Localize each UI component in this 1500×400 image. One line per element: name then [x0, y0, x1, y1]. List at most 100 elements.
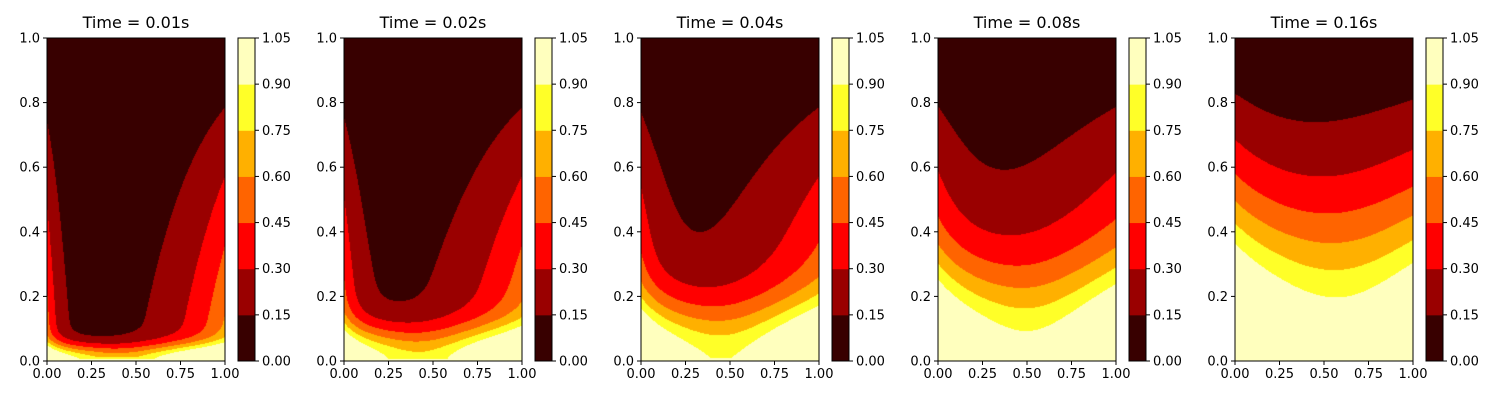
- x-tick-label: 0.00: [924, 367, 953, 382]
- x-tick-label: 0.25: [374, 367, 403, 382]
- y-tick-label: 0.6: [316, 161, 337, 176]
- colorbar-tick-label: 0.60: [559, 170, 588, 185]
- y-tick-label: 0.2: [1207, 290, 1228, 305]
- y-tick-label: 1.0: [1207, 32, 1228, 47]
- x-tick-label: 1.00: [508, 367, 537, 382]
- x-tick-label: 1.00: [1102, 367, 1131, 382]
- y-tick-label: 0.6: [613, 161, 634, 176]
- y-tick-label: 0.4: [1207, 225, 1228, 240]
- y-tick-label: 0.6: [910, 161, 931, 176]
- colorbar-frame: [237, 37, 256, 362]
- y-tick-label: 0.2: [19, 290, 40, 305]
- x-tick-label: 0.75: [1057, 367, 1086, 382]
- y-tick-label: 0.8: [19, 96, 40, 111]
- colorbar-band: [535, 314, 552, 362]
- colorbar-band: [238, 314, 255, 362]
- colorbar-band: [1426, 222, 1443, 270]
- y-tick-label: 0.8: [613, 96, 634, 111]
- y-tick-label: 0.2: [910, 290, 931, 305]
- y-tick-label: 0.0: [19, 355, 40, 370]
- colorbar-tick-label: 0.60: [1450, 170, 1479, 185]
- colorbar-band: [832, 222, 849, 270]
- contour-fill: [344, 38, 522, 361]
- colorbar-band: [1129, 84, 1146, 131]
- colorbar-tick-label: 1.05: [1153, 32, 1182, 47]
- x-tick-label: 0.25: [77, 367, 106, 382]
- x-tick-label: 0.00: [627, 367, 656, 382]
- colorbar-tick-label: 0.30: [1450, 262, 1479, 277]
- y-tick-label: 0.2: [613, 290, 634, 305]
- colorbar-band: [1426, 176, 1443, 224]
- x-tick-label: 0.50: [122, 367, 151, 382]
- colorbar-band: [535, 130, 552, 177]
- colorbar-band: [1129, 222, 1146, 270]
- colorbar-tick-label: 1.05: [262, 32, 291, 47]
- contour-fill: [1235, 38, 1413, 361]
- x-tick-label: 0.25: [1265, 367, 1294, 382]
- colorbar-band: [1426, 130, 1443, 177]
- colorbar-tick-label: 0.90: [1153, 78, 1182, 93]
- x-tick-label: 0.75: [166, 367, 195, 382]
- contour-fill: [47, 38, 225, 361]
- x-tick-label: 0.00: [33, 367, 62, 382]
- colorbar-tick-label: 0.45: [1153, 216, 1182, 231]
- colorbar-band: [238, 176, 255, 224]
- x-tick-label: 0.75: [463, 367, 492, 382]
- subplot-4: Time = 0.08s 0.00 0.25 0.50 0.75 1.00 0.0 0.2 0.…: [910, 13, 1182, 382]
- colorbar-band: [238, 84, 255, 131]
- colorbar-tick-label: 1.05: [1450, 32, 1479, 47]
- y-tick-label: 0.4: [910, 225, 931, 240]
- colorbar-frame: [1128, 37, 1147, 362]
- y-tick-label: 1.0: [910, 32, 931, 47]
- y-tick-label: 1.0: [19, 32, 40, 47]
- colorbar-band: [832, 130, 849, 177]
- colorbar-tick-label: 0.30: [559, 262, 588, 277]
- colorbar-frame: [831, 37, 850, 362]
- colorbar-frame: [1425, 37, 1444, 362]
- colorbar: 0.00 0.15 0.30 0.45 0.60 0.75 0.90 1.05: [237, 32, 291, 370]
- colorbar-tick-label: 0.75: [856, 124, 885, 139]
- colorbar-band: [832, 38, 849, 85]
- colorbar-band: [1129, 314, 1146, 362]
- colorbar: 0.00 0.15 0.30 0.45 0.60 0.75 0.90 1.05: [534, 32, 588, 370]
- colorbar-band: [1426, 314, 1443, 362]
- colorbar-tick-label: 1.05: [559, 32, 588, 47]
- y-tick-label: 0.8: [316, 96, 337, 111]
- subplot-title: Time = 0.01s: [82, 13, 190, 32]
- y-tick-label: 0.0: [1207, 355, 1228, 370]
- colorbar-band: [1129, 268, 1146, 316]
- y-tick-label: 0.0: [316, 355, 337, 370]
- colorbar-tick-label: 0.90: [262, 78, 291, 93]
- colorbar-tick-label: 0.60: [856, 170, 885, 185]
- y-tick-label: 0.0: [613, 355, 634, 370]
- subplot-title: Time = 0.04s: [676, 13, 784, 32]
- subplot-title: Time = 0.08s: [973, 13, 1081, 32]
- colorbar-tick-label: 0.90: [856, 78, 885, 93]
- subplot-3: Time = 0.04s 0.00 0.25 0.50 0.75 1.00 0.0 0.2 0.…: [613, 13, 885, 382]
- colorbar-tick-label: 0.75: [559, 124, 588, 139]
- colorbar-tick-label: 0.75: [1450, 124, 1479, 139]
- colorbar-band: [238, 268, 255, 316]
- colorbar-frame: [534, 37, 553, 362]
- colorbar-band: [238, 38, 255, 85]
- y-tick-label: 0.4: [613, 225, 634, 240]
- colorbar-band: [1426, 268, 1443, 316]
- x-tick-label: 0.75: [760, 367, 789, 382]
- x-tick-label: 0.00: [1221, 367, 1250, 382]
- colorbar-tick-label: 0.30: [262, 262, 291, 277]
- colorbar: 0.00 0.15 0.30 0.45 0.60 0.75 0.90 1.05: [831, 32, 885, 370]
- colorbar-band: [535, 268, 552, 316]
- y-tick-label: 0.2: [316, 290, 337, 305]
- colorbar-tick-label: 0.60: [1153, 170, 1182, 185]
- colorbar-tick-label: 0.45: [1450, 216, 1479, 231]
- colorbar-tick-label: 0.15: [1450, 308, 1479, 323]
- subplot-5: Time = 0.16s 0.00 0.25 0.50 0.75 1.00 0.0 0.2 0.…: [1207, 13, 1479, 382]
- x-tick-label: 0.50: [1310, 367, 1339, 382]
- subplot-2: Time = 0.02s 0.00 0.25 0.50 0.75 1.00 0.0 0.2 0.…: [316, 13, 588, 382]
- colorbar-band: [535, 176, 552, 224]
- colorbar-tick-label: 0.00: [1153, 355, 1182, 370]
- x-tick-label: 1.00: [805, 367, 834, 382]
- x-tick-label: 0.00: [330, 367, 359, 382]
- y-tick-label: 0.8: [1207, 96, 1228, 111]
